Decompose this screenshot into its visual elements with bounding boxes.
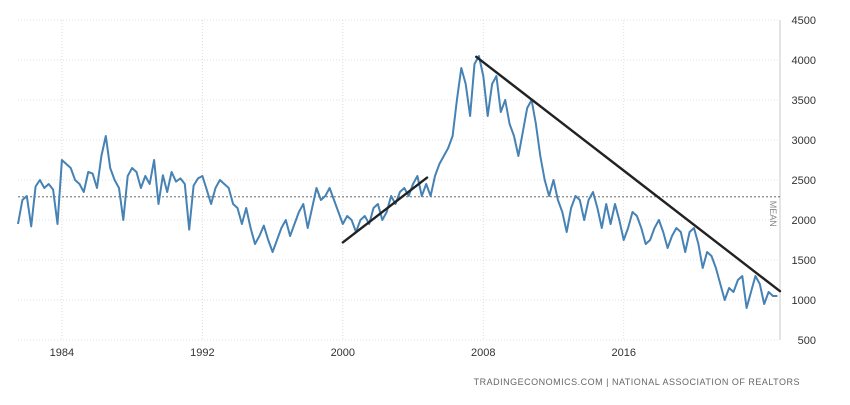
x-tick-label: 1992 [190,347,214,359]
y-tick-label: 500 [798,335,816,347]
trendline [475,55,782,293]
x-tick-label: 2000 [331,347,355,359]
mean-label: MEAN [768,201,778,227]
x-tick-label: 2008 [471,347,495,359]
y-tick-label: 1000 [792,295,816,307]
y-tick-label: 2500 [792,175,816,187]
x-tick-label: 1984 [50,347,74,359]
source-label: TRADINGECONOMICS.COM | NATIONAL ASSOCIAT… [474,377,800,387]
trendline [341,176,429,244]
y-tick-label: 3500 [792,95,816,107]
axes: 500 1000 1500 2000 2500 3000 3500 4000 4500 1984 1… [50,15,816,359]
data-series-line [17,55,778,309]
y-tick-label: 4500 [792,15,816,27]
series-group [17,55,778,309]
y-tick-label: 4000 [792,55,816,67]
mean-reference: MEAN [18,196,780,227]
trendlines [341,55,782,293]
y-tick-label: 3000 [792,135,816,147]
x-tick-label: 2016 [611,347,635,359]
y-tick-label: 1500 [792,255,816,267]
grid [18,19,780,341]
y-tick-label: 2000 [792,215,816,227]
